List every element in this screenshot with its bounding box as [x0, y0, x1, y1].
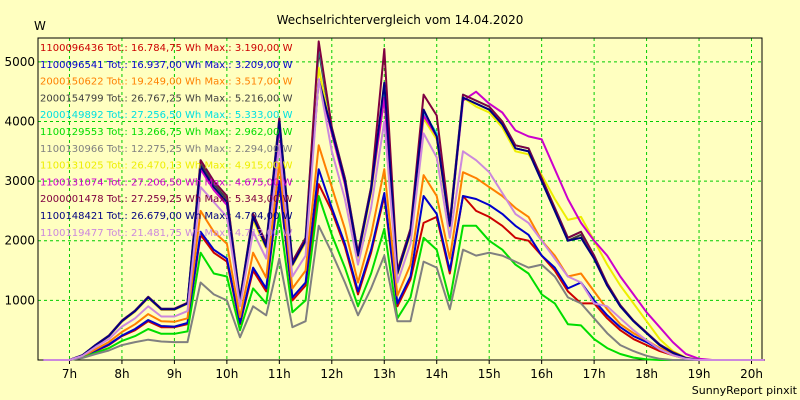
series-line-5 [43, 195, 765, 361]
x-tick-label: 8h [114, 367, 129, 381]
plot-frame [37, 37, 763, 361]
legend-entry-2: 2000150622 Tot.: 19.249,00 Wh Max.: 3.51… [40, 77, 293, 88]
chart-title: Wechselrichtervergleich vom 14.04.2020 [277, 13, 524, 27]
y-axis-label: W [34, 19, 46, 33]
x-tick-label: 7h [62, 367, 77, 381]
x-tick-label: 9h [167, 367, 182, 381]
y-tick-label: 3000 [4, 174, 35, 188]
legend-entry-0: 1100096436 Tot.: 16.784,75 Wh Max.: 3.19… [40, 43, 293, 54]
y-tick-label: 4000 [4, 114, 35, 128]
x-tick-label: 10h [215, 367, 238, 381]
y-tick-label: 1000 [4, 293, 35, 307]
legend-entry-3: 2000154799 Tot.: 26.767,25 Wh Max.: 5.21… [40, 93, 293, 104]
legend-entry-11: 1100119477 Tot.: 21.481,75 Wh Max.: 4.71… [40, 228, 293, 239]
x-tick-label: 11h [268, 367, 291, 381]
x-tick-label: 20h [740, 367, 763, 381]
legend-entry-9: 2000001478 Tot.: 27.259,25 Wh Max.: 5.34… [40, 194, 293, 205]
series-lines [43, 40, 765, 361]
legend-entry-4: 2000149892 Tot.: 27.256,50 Wh Max.: 5.33… [40, 110, 293, 121]
series-line-1 [43, 168, 765, 361]
x-tick-label: 12h [320, 367, 343, 381]
legend-entry-1: 1100096541 Tot.: 16.937,00 Wh Max.: 3.20… [40, 60, 293, 71]
legend-entry-10: 1100148421 Tot.: 26.679,00 Wh Max.: 4.70… [40, 211, 293, 222]
axes: 1000 2000 3000 4000 5000 7h 8h 9h 10h 11h 12h 13h 14… [4, 37, 763, 381]
x-tick-label: 16h [530, 367, 553, 381]
legend-entry-6: 1100130966 Tot.: 12.275,25 Wh Max.: 2.29… [40, 144, 293, 155]
x-tick-label: 13h [373, 367, 396, 381]
x-tick-label: 14h [425, 367, 448, 381]
y-tick-label: 5000 [4, 55, 35, 69]
series-line-6 [43, 224, 765, 361]
series-line-11 [43, 78, 765, 361]
legend-entry-8: 1100131074 Tot.: 27.206,50 Wh Max.: 4.67… [40, 177, 293, 188]
series-line-0 [43, 183, 765, 361]
series-line-10 [43, 78, 765, 361]
x-tick-label: 18h [635, 367, 658, 381]
legend-entry-5: 1100129553 Tot.: 13.266,75 Wh Max.: 2.96… [40, 127, 293, 138]
x-tick-label: 15h [478, 367, 501, 381]
legend: 1100096436 Tot.: 16.784,75 Wh Max.: 3.19… [40, 43, 293, 239]
y-tick-label: 2000 [4, 234, 35, 248]
x-tick-label: 17h [583, 367, 606, 381]
x-tick-label: 19h [688, 367, 711, 381]
footer-text: SunnyReport pinxit [692, 384, 798, 397]
legend-entry-7: 1100131025 Tot.: 26.470,13 Wh Max.: 4.91… [40, 161, 293, 172]
